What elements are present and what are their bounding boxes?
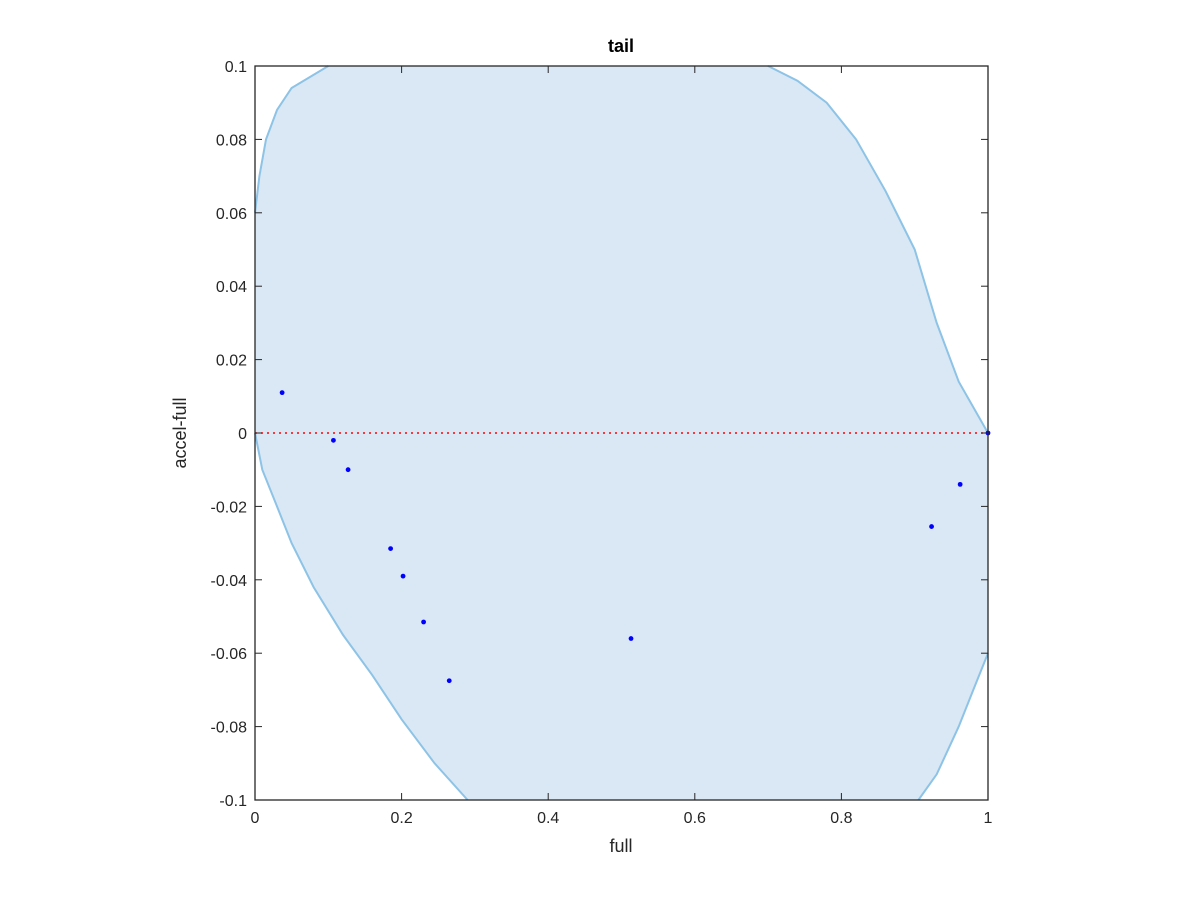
data-point-8 xyxy=(628,636,634,641)
data-point-2 xyxy=(331,437,336,443)
scatter-points xyxy=(279,390,991,684)
y-tick-label: 0.06 xyxy=(216,206,247,223)
region-lower-left-boundary xyxy=(254,432,469,801)
x-tick-label: 0.4 xyxy=(537,810,559,827)
y-tick-label: -0.02 xyxy=(211,499,248,516)
region-left-boundary xyxy=(254,65,329,213)
data-point-1 xyxy=(279,390,285,396)
y-tick-label: 0 xyxy=(238,426,247,443)
chart-title: tail xyxy=(608,36,634,56)
y-tick-label: -0.1 xyxy=(219,793,247,810)
y-axis-ticks: -0.1 -0.08 -0.06 -0.04 -0.02 0 0.02 0.04 0.06 0.0… xyxy=(211,59,988,810)
x-axis-label: full xyxy=(609,836,632,856)
y-tick-label: 0.1 xyxy=(225,59,247,76)
data-point-6 xyxy=(421,619,426,625)
y-tick-label: -0.04 xyxy=(211,573,248,590)
data-point-5 xyxy=(400,573,406,579)
data-point-3 xyxy=(345,467,351,473)
region-lower-right-boundary xyxy=(917,652,989,801)
y-axis-label: accel-full xyxy=(170,397,190,468)
data-point-7 xyxy=(446,678,452,684)
plot-area: 0 0.2 0.4 0.6 0.8 1 -0.1-0.08-0.06-0.04-0.020… xyxy=(211,59,993,827)
x-tick-label: 0.6 xyxy=(684,810,706,827)
x-tick-label: 0 xyxy=(251,810,260,827)
y-tick-label: 0.04 xyxy=(216,279,247,296)
x-tick-label: 0.2 xyxy=(390,810,412,827)
region-right-boundary xyxy=(767,65,989,434)
y-tick-label: 0.08 xyxy=(216,132,247,149)
y-tick-label: -0.08 xyxy=(211,720,248,737)
data-point-4 xyxy=(388,546,394,552)
y-tick-label: -0.06 xyxy=(211,646,248,663)
x-tick-label: 0.8 xyxy=(830,810,852,827)
confidence-region-boundaries xyxy=(254,65,989,801)
y-tick-label: 0.02 xyxy=(216,353,247,370)
x-tick-label: 1 xyxy=(984,810,993,827)
data-point-9 xyxy=(929,524,934,529)
data-point-10 xyxy=(957,481,963,487)
x-axis-ticks: 0 0.2 0.4 0.6 0.8 1 xyxy=(251,66,993,827)
